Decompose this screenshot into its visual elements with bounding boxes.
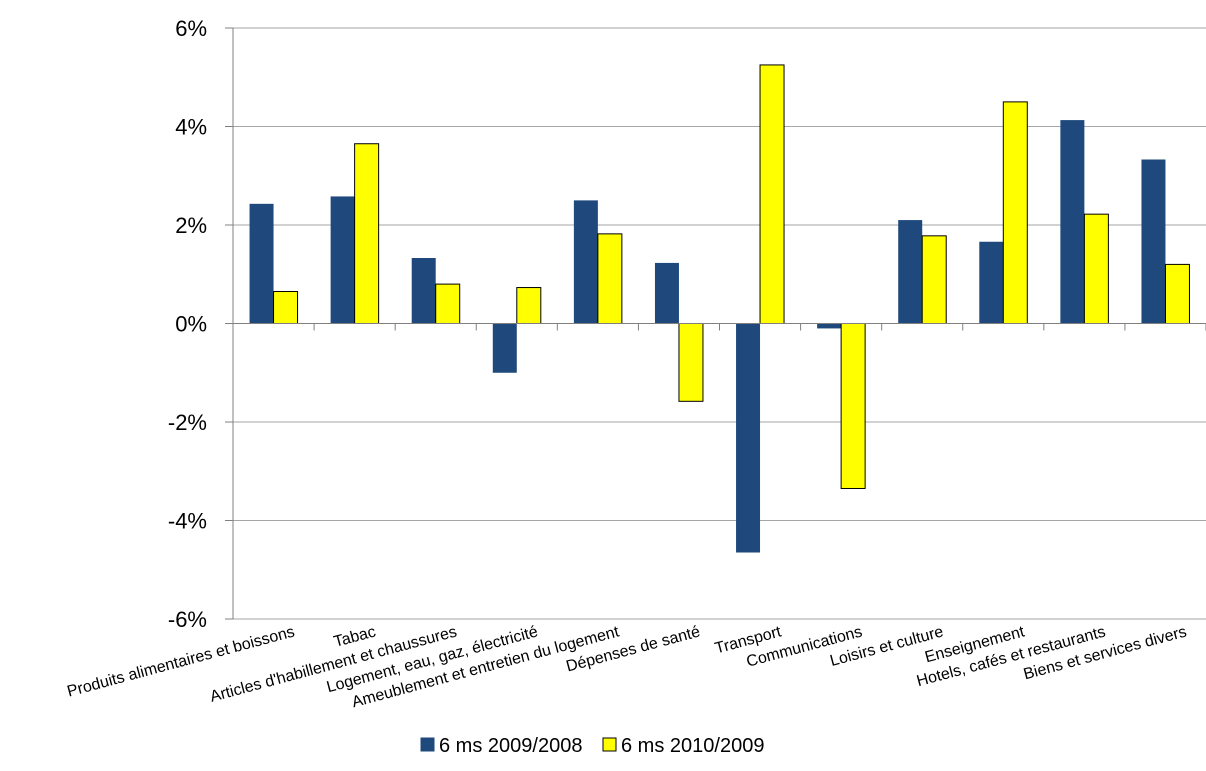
bar-series-1 [898,220,923,324]
legend-swatch [602,737,617,752]
bar-series-2 [1083,213,1109,324]
bar-series-2 [840,323,866,489]
bar-series-1 [249,203,274,324]
bar-series-1 [817,323,842,329]
y-tick-label: -2% [168,410,207,435]
bar-series-1 [979,241,1004,324]
bar-series-2 [1164,263,1190,324]
bar-series-2 [759,64,785,324]
bar-series-2 [1002,101,1028,324]
axes [232,28,1206,619]
y-tick-label: 2% [175,213,207,238]
category-labels: Produits alimentaires et boissons TabacAr… [65,623,1188,711]
bar-series-2 [516,287,542,324]
bar-series-2 [678,323,704,402]
bar-series-1 [492,323,517,373]
bar-series-2 [435,283,461,325]
bars [249,64,1190,553]
y-tick-label: 4% [175,115,207,140]
legend-swatch [420,737,435,752]
legend-label: 6 ms 2009/2008 [439,735,582,757]
bar-series-1 [330,196,355,324]
bar-series-1 [654,262,679,324]
gridlines [233,27,1206,620]
bar-series-1 [736,323,761,553]
y-tick-label: -4% [168,509,207,534]
bar-series-1 [411,257,436,324]
bar-series-2 [273,290,299,324]
legend: 6 ms 2009/2008 6 ms 2010/2009 [420,735,764,757]
y-tick-label: 0% [175,312,207,337]
bar-series-1 [1060,120,1085,324]
bar-series-2 [921,235,947,325]
bar-series-1 [573,200,598,324]
legend-label: 6 ms 2010/2009 [621,735,764,757]
y-tick-label: -6% [168,607,207,632]
bar-series-1 [1141,159,1166,324]
bar-series-2 [597,233,623,325]
y-tick-label: 6% [175,16,207,41]
y-axis-ticks: 6% 4% 2% 0% -2% -4% -6% [168,16,233,632]
bar-series-2 [354,143,380,324]
